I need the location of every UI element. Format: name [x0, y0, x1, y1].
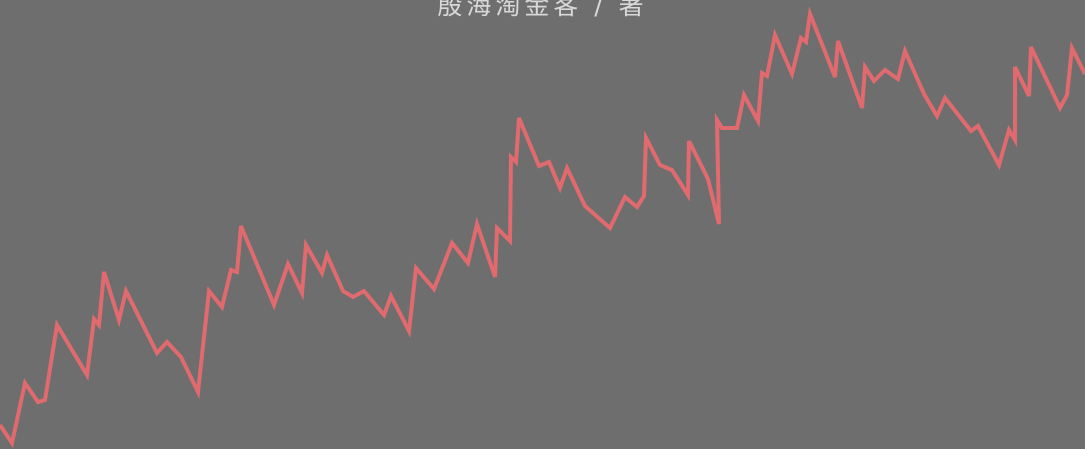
- zigzag-trend-line: [0, 6, 1085, 449]
- author-credit: 殷海淘金客 / 著: [437, 0, 648, 20]
